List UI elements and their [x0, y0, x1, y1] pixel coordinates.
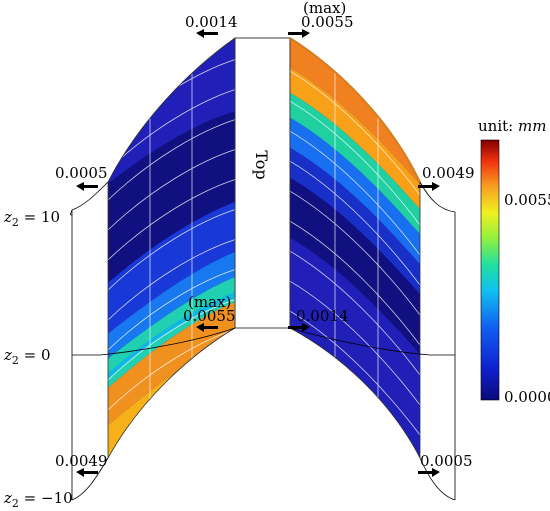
- bottom-right-value: 0.0005: [420, 452, 473, 470]
- top-strip: [234, 37, 291, 329]
- center-left-value: 0.0055: [183, 307, 236, 325]
- right-upper-value: 0.0049: [422, 164, 475, 182]
- left-upper-value: 0.0005: [55, 164, 108, 182]
- left-bracket: [70, 181, 236, 501]
- colorbar-tick-0000: 0.0000: [504, 388, 550, 406]
- z-label-minus10: z2 = −10: [3, 489, 73, 510]
- top-label: Top: [252, 150, 271, 179]
- z-label-0: z2 = 0: [3, 346, 51, 367]
- colorbar-tick-0055: 0.0055: [504, 191, 550, 209]
- top-right-value: 0.0055: [301, 13, 354, 31]
- center-max: (max): [188, 293, 231, 311]
- right-panel-edge-highlight: [289, 37, 421, 183]
- colorbar-unit: unit: mm: [478, 117, 546, 135]
- right-panel: [290, 38, 420, 458]
- z-label-10: z2 = 10: [3, 208, 60, 229]
- center-right-value: 0.0014: [296, 307, 349, 325]
- top-left-value: 0.0014: [185, 13, 238, 31]
- colorbar: unit: mm 0.0055 0.0000: [478, 117, 550, 406]
- arrow-icon: [76, 29, 440, 477]
- top-right-max: (max): [303, 0, 346, 17]
- left-panel: [108, 38, 235, 458]
- colorbar-gradient: [480, 139, 500, 401]
- bottom-left-value: 0.0049: [55, 452, 108, 470]
